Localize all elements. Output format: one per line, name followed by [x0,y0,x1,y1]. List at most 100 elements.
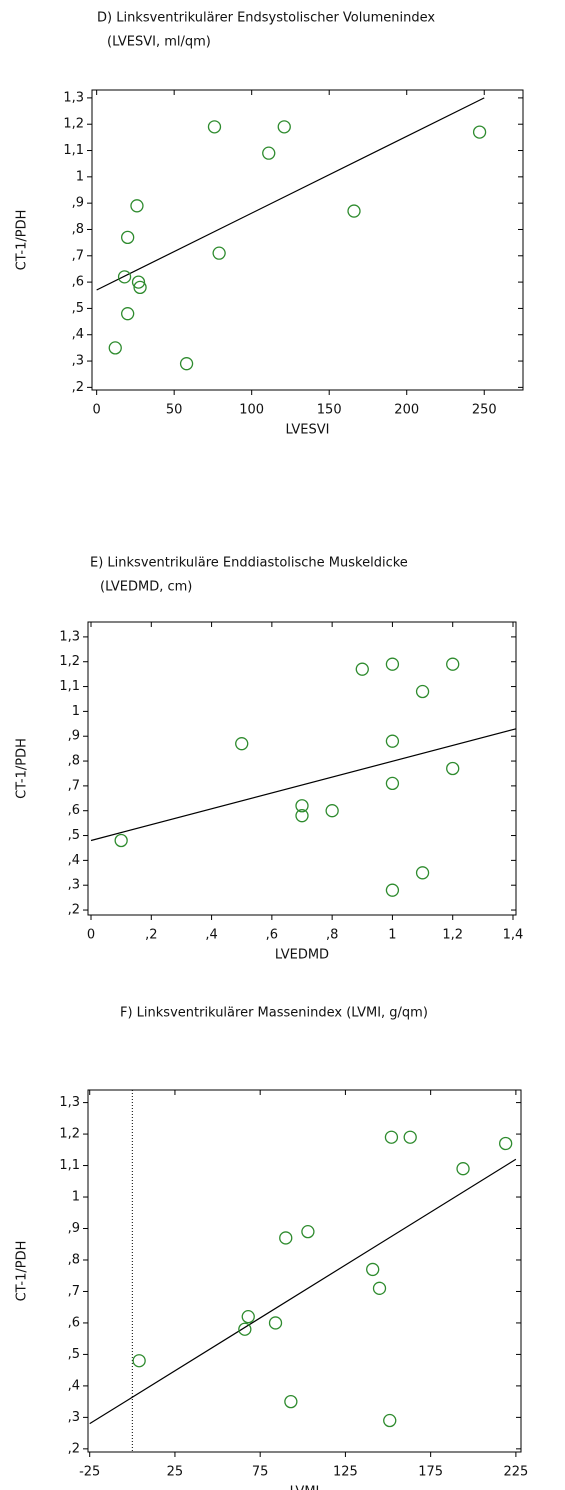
x-tick-label: 75 [252,1465,269,1480]
y-tick-label: 1,1 [59,679,80,694]
y-tick-label: 1 [72,1190,80,1205]
plot-frame [87,1089,522,1453]
chart-title: F) Linksventrikulärer Massenindex (LVMI,… [120,1006,428,1021]
y-axis-label: CT-1/PDH [15,738,30,799]
x-tick-label: ,4 [205,928,217,943]
x-tick-label: 175 [418,1465,443,1480]
y-tick-label: ,4 [68,1378,80,1393]
y-tick-label: ,2 [68,1441,80,1456]
y-tick-label: ,6 [72,275,84,290]
x-tick-label: ,6 [266,928,278,943]
regression-line [90,728,517,842]
y-tick-label: ,6 [68,803,80,818]
point [262,146,276,160]
point [415,866,430,880]
y-tick-label: 1 [76,169,84,184]
chart-subtitle: (LVESVI, ml/qm) [107,35,211,50]
y-tick-label: ,3 [68,878,80,893]
x-axis-label: LVESVI [286,423,330,438]
x-tick-label: -25 [79,1465,100,1480]
point [499,1136,513,1151]
point [372,1281,387,1295]
y-axis-label: CT-1/PDH [15,210,30,271]
y-axis-label: CT-1/PDH [15,1241,30,1302]
point [366,1262,380,1277]
x-tick-label: 1,2 [442,928,463,943]
x-tick-label: 1 [388,928,396,943]
y-tick-label: ,3 [68,1410,80,1425]
y-tick-label: 1,1 [63,143,84,158]
y-tick-label: ,5 [68,1347,80,1362]
point [235,737,249,751]
regression-line [96,97,485,291]
plot-frame [87,621,517,916]
point [133,280,147,295]
y-tick-label: ,4 [72,327,84,342]
point [385,734,400,748]
x-tick-label: 50 [166,403,183,418]
x-tick-label: 100 [239,403,264,418]
point [347,204,361,218]
y-tick-label: 1,3 [59,1095,80,1110]
point [108,341,122,355]
point [446,761,460,776]
point [238,1322,252,1336]
regression-line [89,1158,517,1425]
y-tick-label: 1,3 [59,629,80,644]
point [385,657,400,671]
point [130,199,144,213]
y-tick-label: ,9 [68,729,80,744]
y-tick-label: ,4 [68,853,80,868]
point [131,275,146,289]
y-tick-label: ,2 [68,903,80,918]
point [284,1394,298,1409]
point [415,684,430,699]
x-tick-label: 1,4 [503,928,524,943]
y-tick-label: ,7 [68,1284,80,1299]
x-tick-label: 0 [93,403,101,418]
y-tick-label: ,9 [72,196,84,211]
point [132,1354,146,1368]
x-tick-label: 250 [472,403,497,418]
x-tick-label: 25 [167,1465,184,1480]
chart-title: D) Linksventrikulärer Endsystolischer Vo… [97,11,435,26]
point [277,120,291,134]
x-axis-label: LVEDMD [275,948,329,963]
y-tick-label: 1,1 [59,1158,80,1173]
point [121,230,135,245]
y-tick-label: ,8 [72,222,84,237]
point [385,883,400,897]
point [301,1225,315,1239]
point [384,1130,399,1144]
point [241,1309,255,1324]
point [295,799,309,813]
y-tick-label: ,6 [68,1315,80,1330]
x-tick-label: 200 [394,403,419,418]
y-tick-label: ,9 [68,1221,80,1236]
point [385,776,400,791]
y-tick-label: 1,2 [63,117,84,132]
point [279,1231,293,1245]
y-tick-label: ,2 [72,380,84,395]
y-tick-label: ,7 [68,778,80,793]
y-tick-label: ,8 [68,1252,80,1267]
point [325,804,339,818]
y-tick-label: 1,2 [59,1127,80,1142]
x-tick-label: ,8 [326,928,338,943]
point [355,662,369,676]
y-tick-label: 1 [72,704,80,719]
chart-subtitle: (LVEDMD, cm) [100,580,192,595]
y-tick-label: ,5 [72,301,84,316]
x-tick-label: 150 [317,403,342,418]
y-tick-label: 1,2 [59,654,80,669]
point [207,120,222,134]
x-tick-label: 225 [503,1465,528,1480]
point [295,809,309,823]
x-tick-label: 0 [87,928,95,943]
point [403,1130,417,1144]
point [472,125,487,139]
point [179,357,194,371]
plot-frame [91,89,524,391]
y-tick-label: ,7 [72,248,84,263]
y-tick-label: ,3 [72,354,84,369]
